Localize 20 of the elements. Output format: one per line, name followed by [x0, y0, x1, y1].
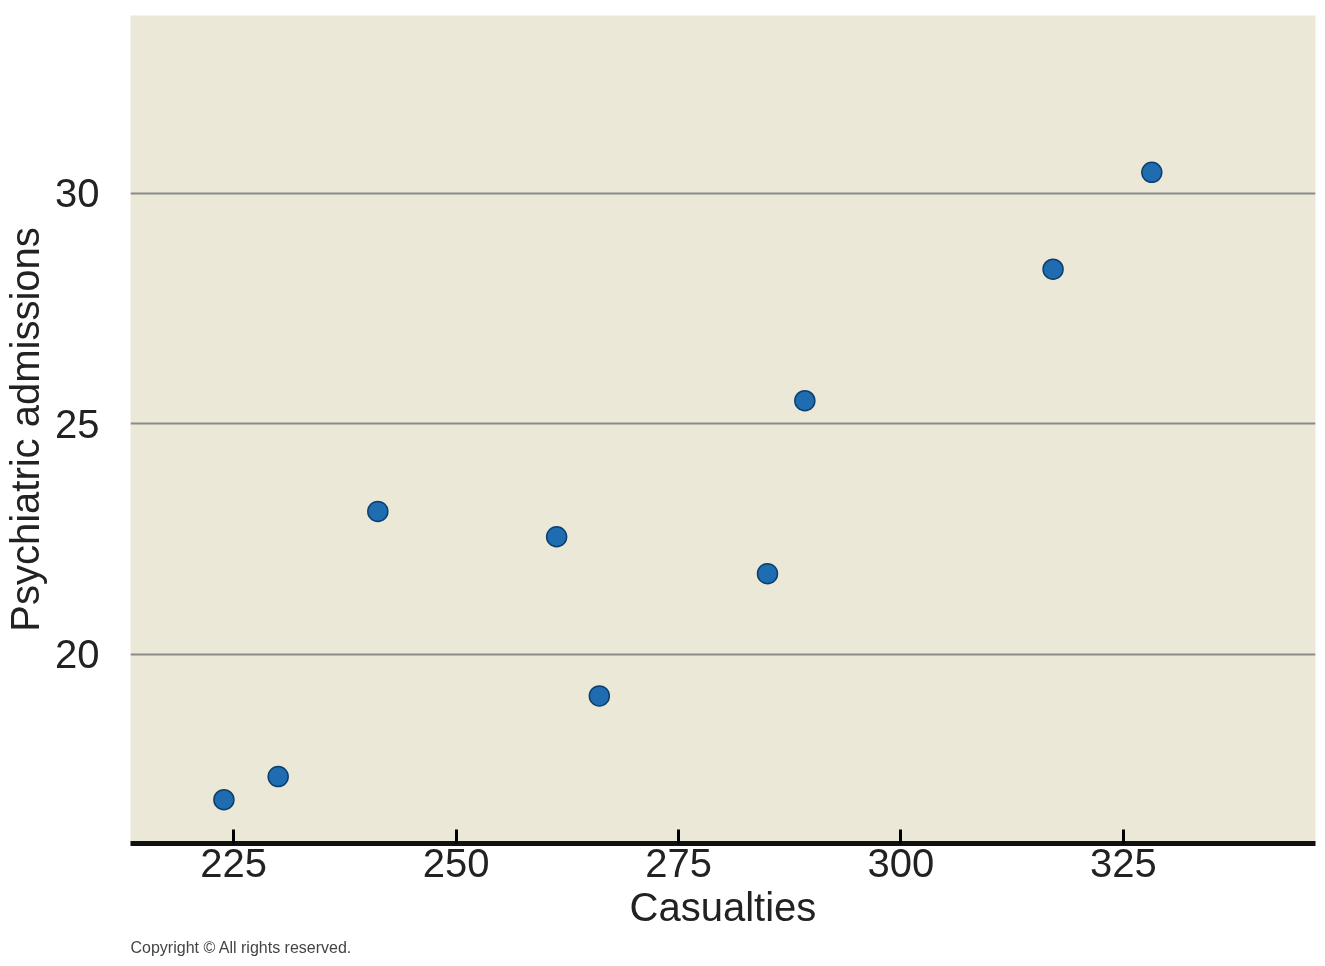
y-axis-title: Psychiatric admissions [3, 227, 48, 632]
point [1141, 161, 1163, 184]
y-tick-label: 30 [55, 171, 100, 216]
point [1042, 258, 1064, 280]
x-tick-label: 250 [422, 840, 490, 885]
x-tick-label: 300 [867, 840, 935, 885]
point [588, 685, 611, 707]
x-tick-label: 275 [645, 840, 712, 885]
y-tick-label: 25 [55, 401, 100, 446]
point [213, 788, 235, 811]
x-tick-label: 325 [1089, 840, 1157, 885]
point [545, 526, 568, 548]
point [756, 562, 779, 585]
x-tick-label: 225 [200, 840, 268, 885]
x-axis-title: Casualties [629, 884, 817, 929]
point [367, 500, 389, 523]
text: Copyright © All rights reserved. [130, 938, 352, 956]
point [794, 389, 816, 412]
y-tick-label: 20 [55, 632, 100, 677]
point [267, 765, 289, 788]
